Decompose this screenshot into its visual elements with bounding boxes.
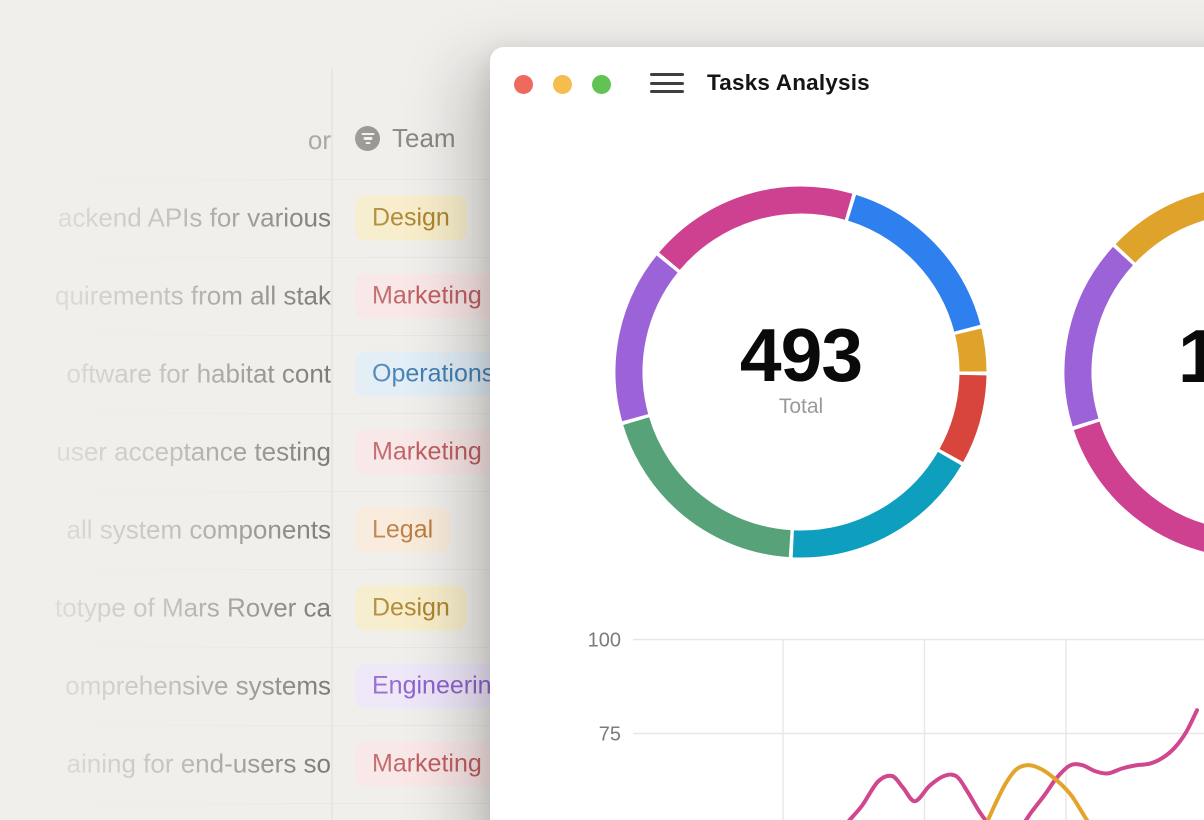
minimize-button[interactable] (552, 74, 572, 94)
filter-icon (355, 126, 380, 151)
menu-icon[interactable] (650, 72, 686, 96)
task-title: all system components (66, 514, 331, 545)
donut-chart-total (615, 186, 987, 558)
team-tag: Operations (355, 351, 512, 397)
team-tag: Marketing (355, 429, 499, 475)
task-title: ackend APIs for various (57, 202, 331, 233)
task-title: oftware for habitat cont (66, 358, 331, 389)
donut-segment (659, 186, 853, 271)
tasks-analysis-window: Tasks Analysis 493 Total 1 1007550 (490, 47, 1204, 820)
donut-segment (847, 194, 981, 332)
column-header-left: or (307, 125, 331, 155)
close-button[interactable] (513, 74, 533, 94)
task-title: aining for end-users so (66, 748, 331, 779)
series-line-pink (846, 708, 1199, 820)
series-line-orange (985, 763, 1090, 820)
y-tick-label: 75 (599, 724, 621, 746)
team-tag: Legal (355, 507, 451, 553)
zoom-button[interactable] (591, 74, 611, 94)
donut-segment (1115, 192, 1204, 263)
column-header-team[interactable]: Team (355, 123, 456, 154)
donut-segment (792, 451, 962, 558)
team-header-label: Team (392, 123, 456, 153)
donut-segment (615, 255, 678, 422)
team-tag: Marketing (355, 741, 499, 787)
donut-segment (1073, 421, 1204, 552)
donut-segment (954, 328, 987, 372)
task-title: totype of Mars Rover ca (55, 592, 331, 623)
window-title: Tasks Analysis (707, 70, 870, 95)
team-tag: Design (355, 585, 467, 631)
task-title: user acceptance testing (56, 436, 331, 467)
donut-chart-second (1064, 192, 1204, 552)
task-title: omprehensive systems (65, 670, 331, 701)
task-title: quirements from all stak (55, 280, 331, 311)
donut-segment (1064, 246, 1134, 427)
y-tick-label: 50 (599, 818, 621, 820)
column-divider (331, 68, 333, 820)
line-chart: 100 75 50 (588, 630, 1204, 820)
donut-segment (939, 374, 987, 463)
team-tag: Marketing (355, 273, 499, 319)
team-tag: Design (355, 195, 467, 241)
y-tick-label: 100 (588, 630, 621, 652)
donut-segment (623, 417, 791, 558)
